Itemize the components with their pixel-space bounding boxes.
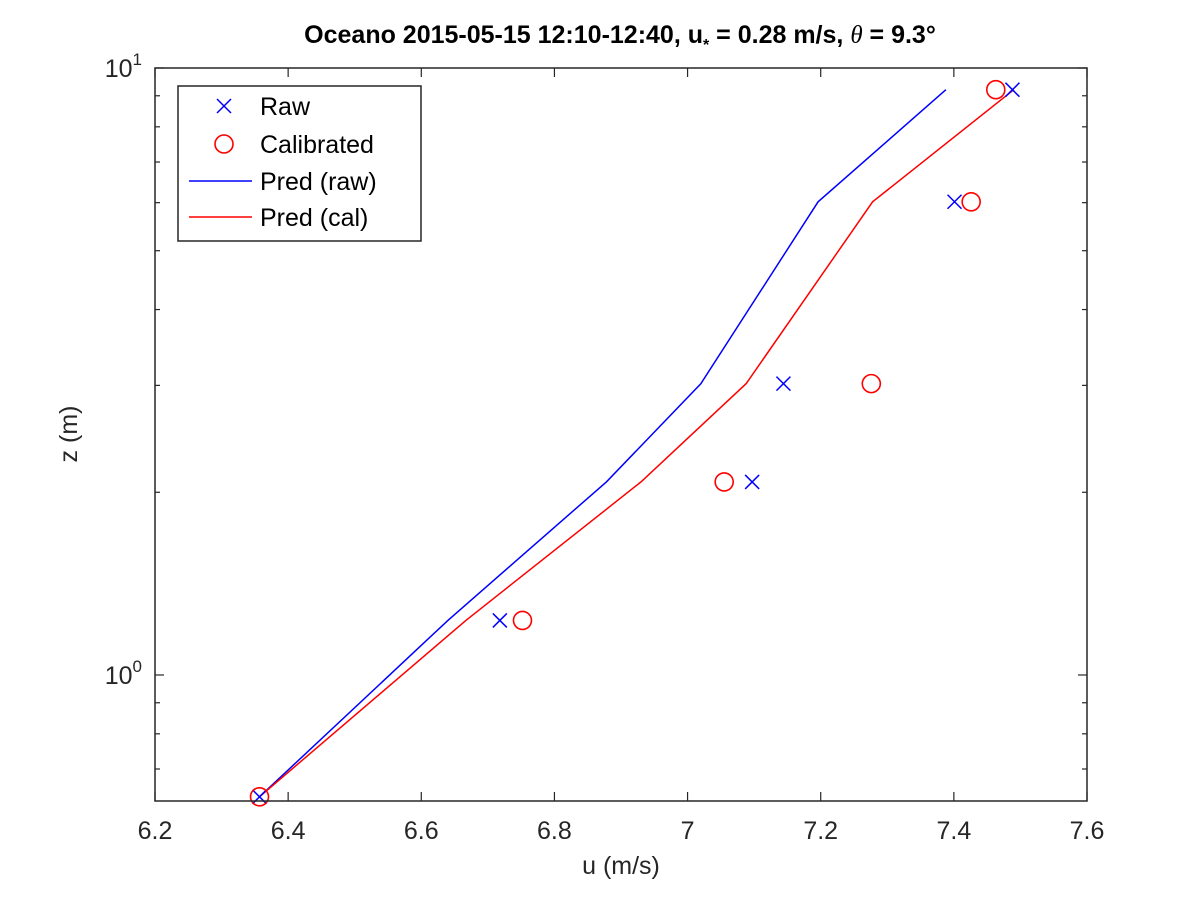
x-tick-labels: 6.2 6.4 6.6 6.8 7 7.2 7.4 7.6	[138, 817, 1105, 845]
calibrated-point	[512, 610, 533, 631]
raw-point	[492, 612, 508, 628]
y-tick-labels: 100 101	[105, 50, 142, 690]
legend-x-marker-stroke	[216, 98, 232, 114]
x-tick-label: 6.4	[271, 817, 306, 845]
raw-point-x-stroke	[1004, 82, 1020, 98]
legend: Raw Calibrated Pred (raw) Pred (cal)	[177, 85, 422, 242]
calibrated-point	[985, 79, 1006, 100]
chart-title-main: Oceano 2015-05-15 12:10-12:40, u	[304, 21, 703, 49]
legend-entry: Calibrated	[214, 131, 374, 159]
x-tick-label: 6.6	[404, 817, 439, 845]
raw-point-x-stroke	[775, 376, 791, 392]
legend-entries: Raw Calibrated Pred (raw) Pred (cal)	[189, 93, 377, 232]
raw-point-x-stroke	[744, 474, 760, 490]
x-tick-label: 6.8	[537, 817, 572, 845]
legend-entry: Pred (cal)	[189, 204, 368, 232]
legend-label: Pred (cal)	[260, 204, 368, 232]
y-axis-label: z (m)	[55, 406, 83, 463]
raw-point-x-stroke	[946, 194, 963, 210]
raw-point	[1004, 82, 1020, 98]
chart-title-theta-value: = 9.3°	[863, 21, 936, 49]
legend-label: Pred (raw)	[260, 168, 377, 196]
x-tick-label: 7.4	[936, 817, 971, 845]
x-tick-label: 6.2	[138, 817, 173, 845]
series-line-pred-raw	[258, 89, 947, 798]
y-tick-label: 101	[105, 50, 142, 83]
legend-label: Raw	[260, 93, 311, 121]
legend-circle-marker	[214, 134, 234, 154]
x-tick-label: 7.2	[803, 817, 838, 845]
raw-point	[946, 194, 963, 210]
raw-point	[775, 376, 791, 392]
y-tick-label: 100	[105, 657, 142, 690]
x-tick-label: 7.6	[1070, 817, 1105, 845]
raw-point	[744, 474, 760, 490]
series-line-pred-cal	[259, 89, 1015, 798]
chart-title-theta: θ	[850, 22, 862, 49]
prediction-lines	[258, 89, 1015, 798]
legend-entry: Raw	[216, 93, 311, 121]
calibrated-point	[861, 373, 882, 394]
x-tick-label: 7	[681, 817, 695, 845]
chart-title: Oceano 2015-05-15 12:10-12:40, u* = 0.28…	[304, 21, 936, 54]
chart-title-ustar-value: = 0.28 m/s,	[709, 21, 850, 49]
calibrated-point	[249, 786, 270, 807]
calibrated-point	[961, 191, 981, 212]
legend-entry: Pred (raw)	[189, 168, 377, 196]
x-axis-label: u (m/s)	[582, 852, 660, 880]
axes-box	[154, 67, 1088, 802]
legend-label: Calibrated	[260, 131, 374, 159]
chart-title-ustar-subscript: *	[703, 37, 710, 54]
raw-point-x-stroke	[492, 612, 508, 628]
data-markers	[249, 79, 1020, 807]
calibrated-point	[714, 472, 734, 492]
